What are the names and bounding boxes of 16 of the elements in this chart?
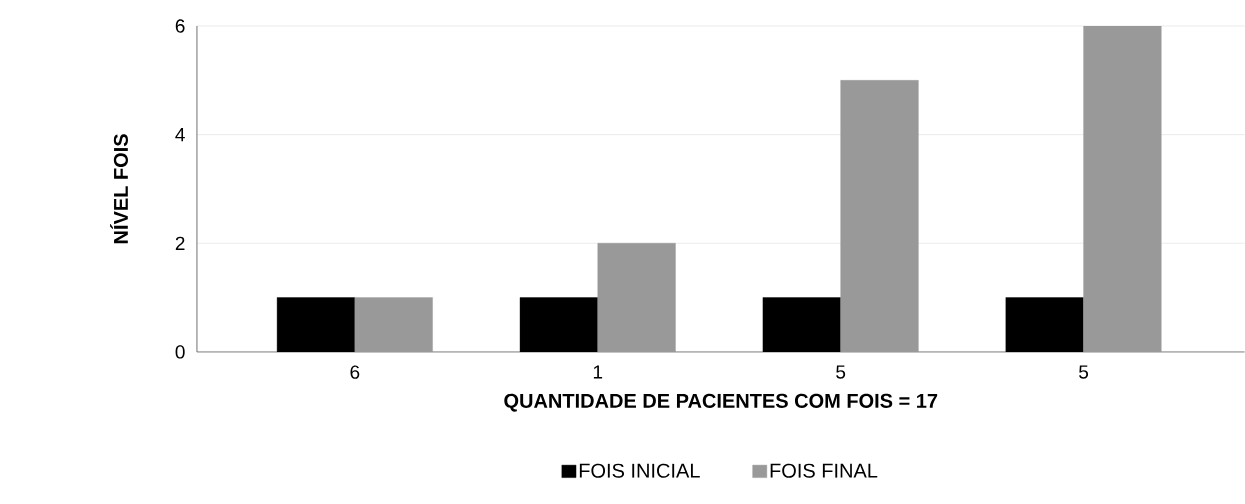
- y-tick-label: 0: [175, 345, 185, 359]
- x-tick-label: 5: [1079, 365, 1089, 379]
- y-tick-label: 4: [175, 128, 185, 142]
- bar: [1083, 26, 1162, 352]
- x-tick-label: 5: [836, 365, 846, 379]
- x-axis-title: QUANTIDADE DE PACIENTES COM FOIS = 17: [504, 393, 938, 412]
- bar: [840, 80, 919, 352]
- x-tick-label: 1: [593, 365, 603, 379]
- bar: [354, 297, 433, 352]
- x-tick-label: 6: [350, 365, 360, 379]
- y-tick-label: 2: [175, 236, 185, 250]
- y-axis-title: NÍVEL FOIS: [110, 134, 128, 244]
- legend-label: FOIS FINAL: [770, 463, 878, 478]
- legend-label: FOIS INICIAL: [579, 463, 700, 478]
- bar: [597, 243, 676, 352]
- y-tick-label: 6: [175, 19, 185, 33]
